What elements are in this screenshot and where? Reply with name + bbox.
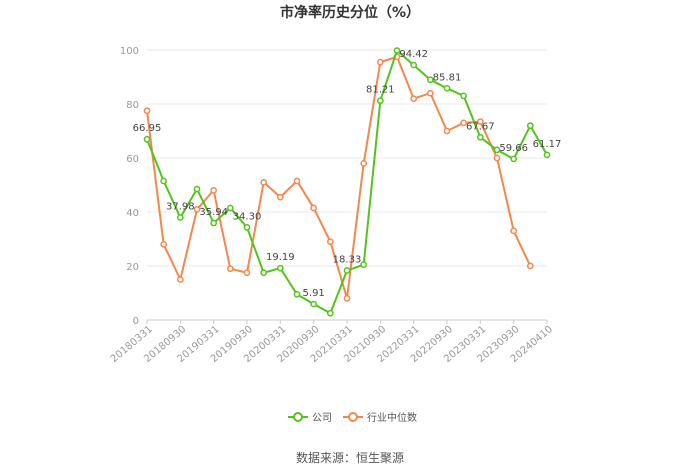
data-point — [276, 264, 284, 272]
data-label: 59.66 — [499, 143, 528, 154]
data-point — [410, 95, 418, 102]
data-point — [476, 133, 484, 141]
series-layer — [143, 47, 551, 317]
data-point — [476, 118, 484, 125]
data-point — [210, 187, 218, 194]
data-point — [176, 276, 184, 283]
y-tick-label: 100 — [120, 46, 139, 57]
data-point — [493, 154, 501, 162]
data-point — [160, 177, 168, 185]
data-point — [260, 269, 268, 277]
legend-label: 行业中位数 — [367, 411, 417, 424]
data-labels: 66.95 37.98 35.94 34.30 19.19 5.91 18.33 81.21 9… — [133, 49, 562, 299]
legend-label: 公司 — [312, 413, 332, 424]
gridlines — [147, 49, 547, 321]
data-point — [360, 160, 368, 167]
data-point — [543, 151, 551, 159]
y-tick-label: 20 — [126, 262, 139, 273]
source-note: 数据来源：恒生聚源 — [296, 450, 404, 465]
data-point — [426, 76, 434, 84]
y-tick-label: 40 — [126, 208, 139, 219]
data-point — [426, 89, 434, 97]
data-point — [393, 47, 401, 54]
data-point — [293, 291, 301, 298]
data-point — [326, 238, 334, 246]
y-tick-label: 80 — [126, 100, 139, 111]
data-point — [226, 204, 234, 212]
data-point — [310, 300, 318, 308]
data-label: 67.67 — [466, 121, 495, 132]
data-point — [360, 261, 368, 268]
data-label: 19.19 — [266, 252, 295, 263]
data-point — [460, 92, 468, 100]
data-point — [210, 219, 218, 227]
data-point — [326, 309, 334, 317]
y-tick-label: 0 — [133, 316, 139, 327]
data-point — [343, 267, 351, 274]
chart-title: 市净率历史分位（%） — [280, 4, 420, 21]
data-point — [460, 119, 468, 127]
legend: 公司 行业中位数 — [288, 411, 417, 424]
data-point — [176, 214, 184, 221]
data-label: 61.17 — [533, 139, 562, 150]
data-point — [310, 204, 318, 212]
legend-swatch-marker — [293, 412, 303, 422]
data-label: 94.42 — [399, 49, 428, 60]
data-label: 18.33 — [333, 255, 362, 266]
data-point — [193, 205, 201, 213]
data-point — [510, 227, 518, 235]
data-point — [276, 193, 284, 201]
data-point — [510, 155, 518, 163]
data-point — [376, 97, 384, 105]
data-point — [526, 122, 534, 129]
data-point — [293, 177, 301, 185]
data-point — [193, 185, 201, 193]
data-label: 5.91 — [303, 288, 325, 299]
data-point — [410, 61, 418, 69]
data-point — [160, 241, 168, 248]
data-label: 66.95 — [133, 123, 162, 134]
data-point — [143, 107, 151, 115]
legend-swatch-marker — [348, 412, 358, 422]
data-point — [493, 146, 501, 154]
data-point — [443, 127, 451, 135]
data-point — [143, 135, 151, 143]
data-label: 35.94 — [199, 207, 228, 218]
data-point — [226, 265, 234, 273]
data-label: 81.21 — [366, 85, 395, 96]
data-point — [343, 295, 351, 302]
data-point — [443, 84, 451, 92]
data-point — [243, 224, 251, 231]
data-label: 85.81 — [433, 72, 462, 83]
data-point — [260, 178, 268, 186]
data-point — [243, 269, 251, 277]
data-label: 34.30 — [233, 211, 262, 222]
data-point — [376, 58, 384, 66]
data-label: 37.98 — [166, 201, 195, 212]
data-point — [526, 262, 534, 270]
y-tick-label: 60 — [126, 154, 139, 165]
